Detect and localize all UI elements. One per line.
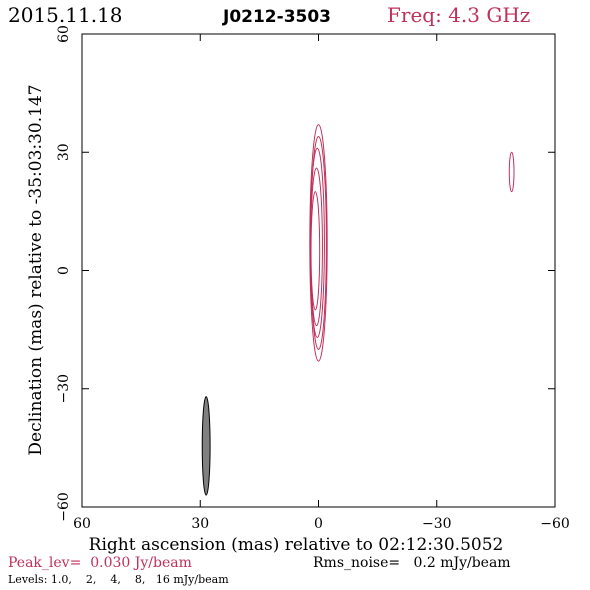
y-tick-label: 30 [56,143,72,161]
observation-date: 2015.11.18 [8,3,123,27]
x-tick-label: 60 [73,516,91,532]
y-tick-label: 60 [56,25,72,43]
y-tick-label: 0 [56,266,72,275]
contour-levels-list: Levels: 1.0, 2, 4, 8, 16 mJy/beam [8,573,229,586]
x-tick-label: −30 [422,516,452,532]
axis-ticks [81,33,556,508]
rms-noise: Rms_noise= 0.2 mJy/beam [313,555,511,571]
y-tick-label: −30 [56,374,72,404]
peak-level: Peak_lev= 0.030 Jy/beam [8,555,192,571]
plot-frame [81,33,556,508]
x-tick-label: −60 [540,516,570,532]
y-tick-labels: −60 −30 0 30 60 [56,25,72,522]
x-tick-labels: 60 30 0 −30 −60 [73,516,570,532]
y-tick-label: −60 [56,492,72,522]
contour-8 [310,167,323,327]
x-tick-label: 0 [314,516,323,532]
contour-1 [508,151,515,193]
y-axis-label: Declination (mas) relative to -35:03:30.… [26,84,46,455]
frequency-label: Freq: 4.3 GHz [387,3,530,27]
x-tick-label: 30 [191,516,209,532]
contour-levels [309,124,515,362]
source-name: J0212-3503 [222,7,331,27]
contour-16 [310,191,321,311]
beam-ellipse [201,396,211,496]
x-axis-label: Right ascension (mas) relative to 02:12:… [89,535,504,555]
